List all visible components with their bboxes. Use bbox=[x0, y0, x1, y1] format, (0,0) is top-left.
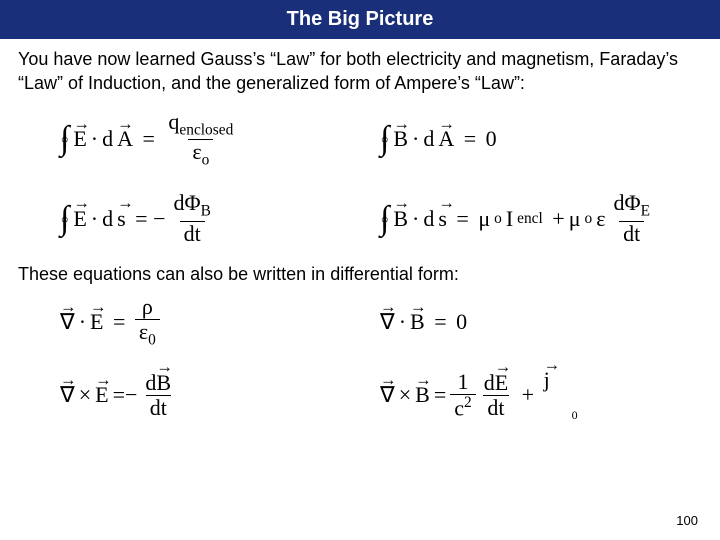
slide-title-bar: The Big Picture bbox=[0, 0, 720, 39]
nabla-icon: →∇ bbox=[380, 382, 395, 408]
page-number: 100 bbox=[676, 513, 698, 528]
closed-integral-icon: ∫○ bbox=[380, 122, 389, 156]
fraction: dΦE dt bbox=[609, 191, 654, 246]
eq-div-b: →∇ · →B = 0 bbox=[380, 309, 690, 335]
eq-gauss-electric: ∫○ →E · d→A = qenclosed εo bbox=[60, 110, 370, 170]
fraction: ρ ε0 bbox=[135, 295, 160, 350]
fraction: qenclosed εo bbox=[164, 110, 237, 170]
closed-integral-icon: ∫○ bbox=[60, 122, 69, 156]
eq-ampere-maxwell: ∫○ →B · d→s = μo Iencl + μo ε dΦE dt bbox=[380, 191, 690, 246]
slide-title: The Big Picture bbox=[287, 8, 434, 30]
vector-j: →j bbox=[544, 367, 550, 393]
vector-ds: →s bbox=[438, 206, 447, 232]
fraction: d→E dt bbox=[480, 371, 512, 420]
nabla-icon: →∇ bbox=[380, 309, 395, 335]
eq-faraday: ∫○ →E · d→s = − dΦB dt bbox=[60, 191, 370, 246]
vector-E: →E bbox=[95, 382, 108, 408]
vector-B: →B bbox=[415, 382, 430, 408]
nabla-icon: →∇ bbox=[60, 382, 75, 408]
vector-dA: →A bbox=[438, 126, 454, 152]
fraction: dΦB dt bbox=[170, 191, 215, 246]
eq-gauss-magnetic: ∫○ →B · d→A = 0 bbox=[380, 122, 690, 156]
intro-paragraph: You have now learned Gauss’s “Law” for b… bbox=[0, 39, 720, 96]
fraction: 1 c2 bbox=[450, 370, 475, 421]
vector-B: →B bbox=[393, 206, 408, 232]
differential-equations-grid: →∇ · →E = ρ ε0 →∇ · →B = 0 →∇ × →E =− d→… bbox=[0, 285, 720, 424]
closed-integral-icon: ∫○ bbox=[60, 202, 69, 236]
fraction: d→B dt bbox=[141, 371, 175, 420]
closed-integral-icon: ∫○ bbox=[380, 202, 389, 236]
nabla-icon: →∇ bbox=[60, 309, 75, 335]
vector-E: →E bbox=[73, 126, 86, 152]
vector-B: →B bbox=[410, 309, 425, 335]
vector-E: →E bbox=[73, 206, 86, 232]
vector-E: →E bbox=[90, 309, 103, 335]
vector-dA: →A bbox=[117, 126, 133, 152]
eq-curl-e: →∇ × →E =− d→B dt bbox=[60, 371, 370, 420]
eq-curl-b: →∇ × →B = 1 c2 d→E dt + →j 0 bbox=[380, 367, 690, 423]
mid-paragraph: These equations can also be written in d… bbox=[0, 246, 720, 285]
vector-B: →B bbox=[393, 126, 408, 152]
vector-ds: →s bbox=[117, 206, 126, 232]
eq-div-e: →∇ · →E = ρ ε0 bbox=[60, 295, 370, 350]
integral-equations-grid: ∫○ →E · d→A = qenclosed εo ∫○ →B · d→A =… bbox=[0, 96, 720, 246]
